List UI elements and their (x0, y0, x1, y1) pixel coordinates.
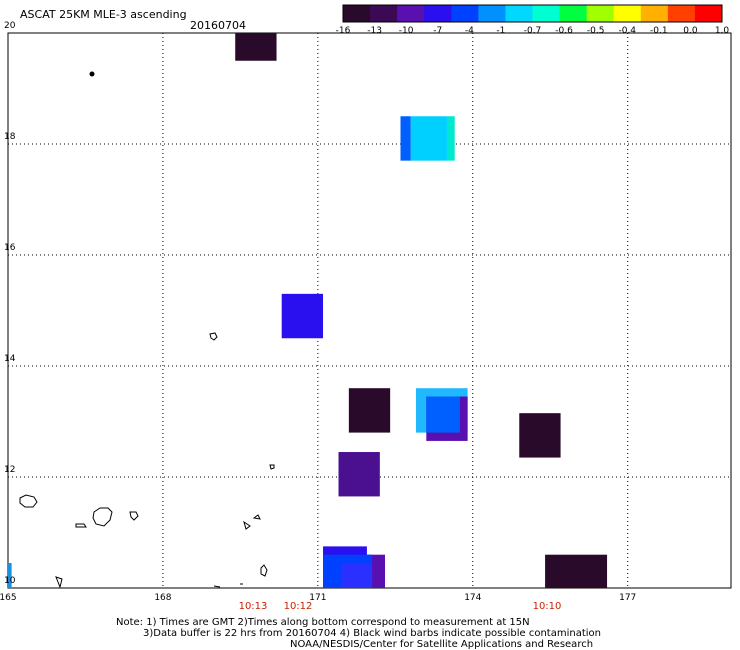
colorbar-swatch (370, 5, 398, 22)
latitude-label: 20 (4, 21, 16, 31)
island-outline (75, 523, 87, 528)
wind-cell (545, 554, 608, 588)
wind-cell (235, 33, 277, 61)
colorbar-swatch (586, 5, 615, 22)
note-line-1: Note: 1) Times are GMT 2)Times along bot… (116, 617, 530, 628)
longitude-label: 171 (309, 593, 327, 603)
island-outline (213, 585, 221, 588)
longitude-label: 165 (0, 593, 17, 603)
island-outline (243, 520, 251, 530)
colorbar (342, 4, 723, 23)
colorbar-tick-label: -7 (433, 26, 443, 36)
latitude-label: 14 (4, 354, 16, 364)
latitude-label: 16 (4, 243, 16, 253)
colorbar-tick-label: 1.0 (714, 26, 730, 36)
colorbar-tick-label: -0.4 (618, 26, 637, 36)
wind-cell (446, 116, 455, 161)
island-outline (269, 464, 275, 470)
colorbar-tick-label: -1 (496, 26, 506, 36)
latitude-label: 18 (4, 132, 16, 142)
wind-cell (341, 563, 373, 588)
wind-cell (519, 413, 561, 458)
wind-cells (8, 33, 608, 588)
colorbar-swatch (640, 5, 669, 22)
colorbar-swatch (343, 5, 371, 22)
colorbar-frame (342, 4, 723, 23)
colorbar-swatch (694, 5, 723, 22)
colorbar-tick-label: -0.5 (586, 26, 605, 36)
colorbar-swatch (532, 5, 561, 22)
island-outline (209, 332, 218, 341)
colorbar-tick-label: -10 (398, 26, 414, 36)
wind-cell (410, 116, 447, 161)
colorbar-tick-label: -4 (464, 26, 474, 36)
island-outline (252, 514, 261, 520)
colorbar-tick-label: -0.6 (555, 26, 573, 36)
colorbar-swatch (667, 5, 696, 22)
latitude-label: 10 (4, 576, 16, 586)
wind-cell (426, 396, 460, 433)
island-outline (260, 564, 268, 577)
map-date: 20160704 (190, 19, 246, 32)
time-label: 10:13 (238, 601, 268, 612)
island-outline (89, 71, 95, 77)
colorbar-tick-label: -16 (335, 26, 351, 36)
longitude-label: 177 (619, 593, 637, 603)
colorbar-tick-label: -13 (367, 26, 382, 36)
map-title: ASCAT 25KM MLE-3 ascending (20, 8, 187, 21)
longitude-label: 174 (464, 593, 482, 603)
colorbar-swatch (397, 5, 425, 22)
island-outlines (19, 71, 275, 589)
wind-cell (8, 563, 12, 588)
colorbar-swatch (613, 5, 642, 22)
colorbar-swatch (451, 5, 479, 22)
colorbar-tick-label: 0.0 (683, 26, 698, 36)
island-outline (92, 507, 113, 527)
wind-cell (400, 116, 411, 161)
colorbar-swatch (559, 5, 588, 22)
colorbar-swatch (424, 5, 452, 22)
wind-cell (338, 452, 380, 497)
note-line-3: NOAA/NESDIS/Center for Satellite Applica… (290, 639, 594, 650)
map-frame (7, 32, 732, 589)
colorbar-swatch (505, 5, 533, 22)
colorbar-swatch (478, 5, 506, 22)
wind-cell (281, 293, 324, 339)
graticule (8, 33, 731, 588)
longitude-label: 168 (154, 593, 172, 603)
island-outline (19, 494, 38, 508)
time-label: 10:10 (532, 601, 562, 612)
colorbar-tick-label: -0.7 (523, 26, 542, 36)
island-outline (55, 576, 63, 589)
colorbar-tick-label: -0.1 (650, 26, 668, 36)
island-outline (129, 511, 139, 521)
wind-cell (348, 388, 391, 433)
note-line-2: 3)Data buffer is 22 hrs from 20160704 4)… (143, 628, 601, 639)
time-label: 10:12 (283, 601, 313, 612)
latitude-label: 12 (4, 465, 16, 475)
